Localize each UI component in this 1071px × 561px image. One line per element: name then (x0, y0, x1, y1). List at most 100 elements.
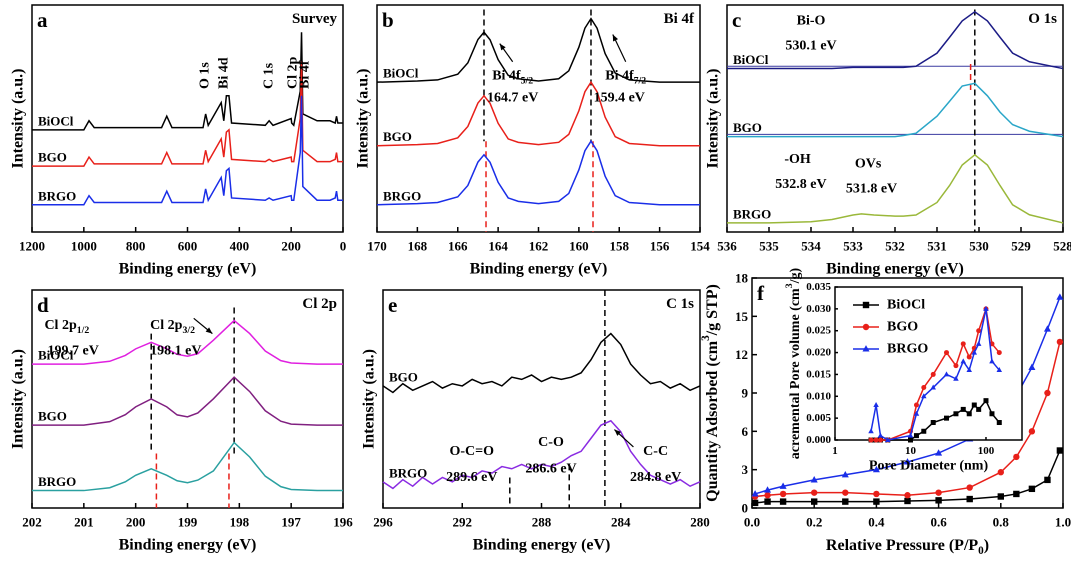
series-line (32, 95, 343, 206)
y-tick-label: 0.005 (806, 412, 831, 424)
x-tick-label: 284 (611, 515, 631, 530)
x-tick-label: 154 (690, 239, 710, 254)
annotation: C 1s (261, 62, 276, 89)
text-part: /g STP) (704, 284, 721, 336)
marker (1028, 363, 1036, 371)
series-label: BGO (383, 129, 412, 144)
annotation: C-C (643, 444, 668, 459)
marker (989, 411, 995, 417)
text-part: 1/2 (77, 325, 90, 336)
marker (751, 490, 759, 497)
x-tick-label: 10 (905, 445, 917, 457)
arrow-head (614, 429, 622, 436)
marker (868, 437, 874, 443)
x-tick-label: 534 (801, 239, 821, 254)
x-tick-label: 529 (1011, 239, 1031, 254)
panel-title: Cl 2p (302, 296, 337, 312)
x-tick-label: 280 (690, 515, 710, 530)
y-tick-label: 15 (735, 309, 749, 324)
marker (930, 420, 936, 426)
x-tick-label: 528 (1053, 239, 1071, 254)
marker (971, 349, 978, 355)
annotation: 530.1 eV (785, 38, 836, 53)
x-axis-label: Binding energy (eV) (826, 261, 964, 278)
panel-title: C 1s (666, 296, 694, 312)
text-part: Quantity Adsorbed (cm (704, 340, 721, 502)
marker (935, 497, 942, 504)
legend-label: BGO (887, 320, 918, 335)
annotation: Bi 4f7/2 (605, 68, 646, 87)
x-tick-label: 0.2 (806, 515, 822, 530)
marker (944, 350, 950, 356)
y-tick-label: 0.030 (806, 303, 831, 315)
series-line (32, 376, 343, 426)
marker (960, 406, 966, 412)
series-line (32, 441, 343, 492)
x-axis-label: Binding energy (eV) (119, 537, 257, 554)
panel-letter: c (732, 8, 741, 32)
annotation: 289.6 eV (446, 470, 497, 485)
annotation: 531.8 eV (846, 181, 897, 196)
x-tick-label: 201 (74, 515, 94, 530)
x-tick-label: 100 (978, 445, 995, 457)
annotation: Cl 2p3/2 (150, 317, 195, 336)
marker (966, 484, 973, 491)
marker (997, 493, 1004, 500)
x-tick-label: 800 (126, 239, 146, 254)
marker (935, 489, 942, 496)
marker (996, 420, 1002, 426)
x-tick-label: 196 (333, 515, 353, 530)
text-part: 3/2 (182, 325, 195, 336)
y-tick-label: 0.035 (806, 281, 831, 293)
marker (960, 341, 966, 347)
x-tick-label: 0.0 (744, 515, 760, 530)
marker (1013, 453, 1020, 461)
marker (1056, 447, 1064, 454)
marker (862, 323, 870, 331)
marker (966, 411, 972, 417)
annotation: C-O (538, 435, 564, 450)
marker (976, 328, 982, 334)
marker (779, 482, 787, 489)
marker (811, 489, 818, 496)
x-tick-label: 292 (453, 515, 473, 530)
arrow-head (612, 34, 619, 42)
annotation: Cl 2p (286, 56, 301, 89)
marker (862, 345, 870, 352)
marker (868, 428, 874, 434)
marker (921, 393, 927, 399)
marker (930, 384, 936, 390)
series-line (32, 319, 343, 365)
marker (907, 432, 914, 438)
marker (1028, 428, 1036, 435)
marker (966, 495, 973, 503)
text-part: acremental Pore volume (cm (788, 288, 803, 459)
series-label: BiOCl (38, 348, 74, 363)
panel-letter: e (388, 293, 397, 317)
marker (953, 411, 959, 417)
series-label: BGO (38, 150, 67, 165)
y-tick-label: 6 (742, 424, 749, 439)
series-line (382, 419, 701, 490)
x-tick-label: 158 (610, 239, 630, 254)
marker (862, 301, 870, 309)
marker (943, 371, 950, 377)
x-tick-label: 199 (178, 515, 198, 530)
text-part: Bi 4f (605, 68, 634, 83)
panel-letter: f (757, 281, 765, 305)
text-part: Bi 4f (492, 68, 521, 83)
series-line (376, 17, 700, 83)
series-label: BiOCl (38, 113, 74, 128)
series-line (32, 61, 343, 167)
x-tick-label: 532 (885, 239, 905, 254)
x-tick-label: 0.8 (993, 515, 1010, 530)
x-axis-label: Binding energy (eV) (119, 261, 257, 278)
x-tick-label: 400 (230, 239, 250, 254)
x-tick-label: 533 (843, 239, 863, 254)
annotation: 159.4 eV (594, 91, 645, 106)
series-line (32, 32, 343, 131)
marker (921, 385, 927, 391)
series-line (754, 296, 1061, 495)
y-tick-label: 12 (735, 347, 748, 362)
